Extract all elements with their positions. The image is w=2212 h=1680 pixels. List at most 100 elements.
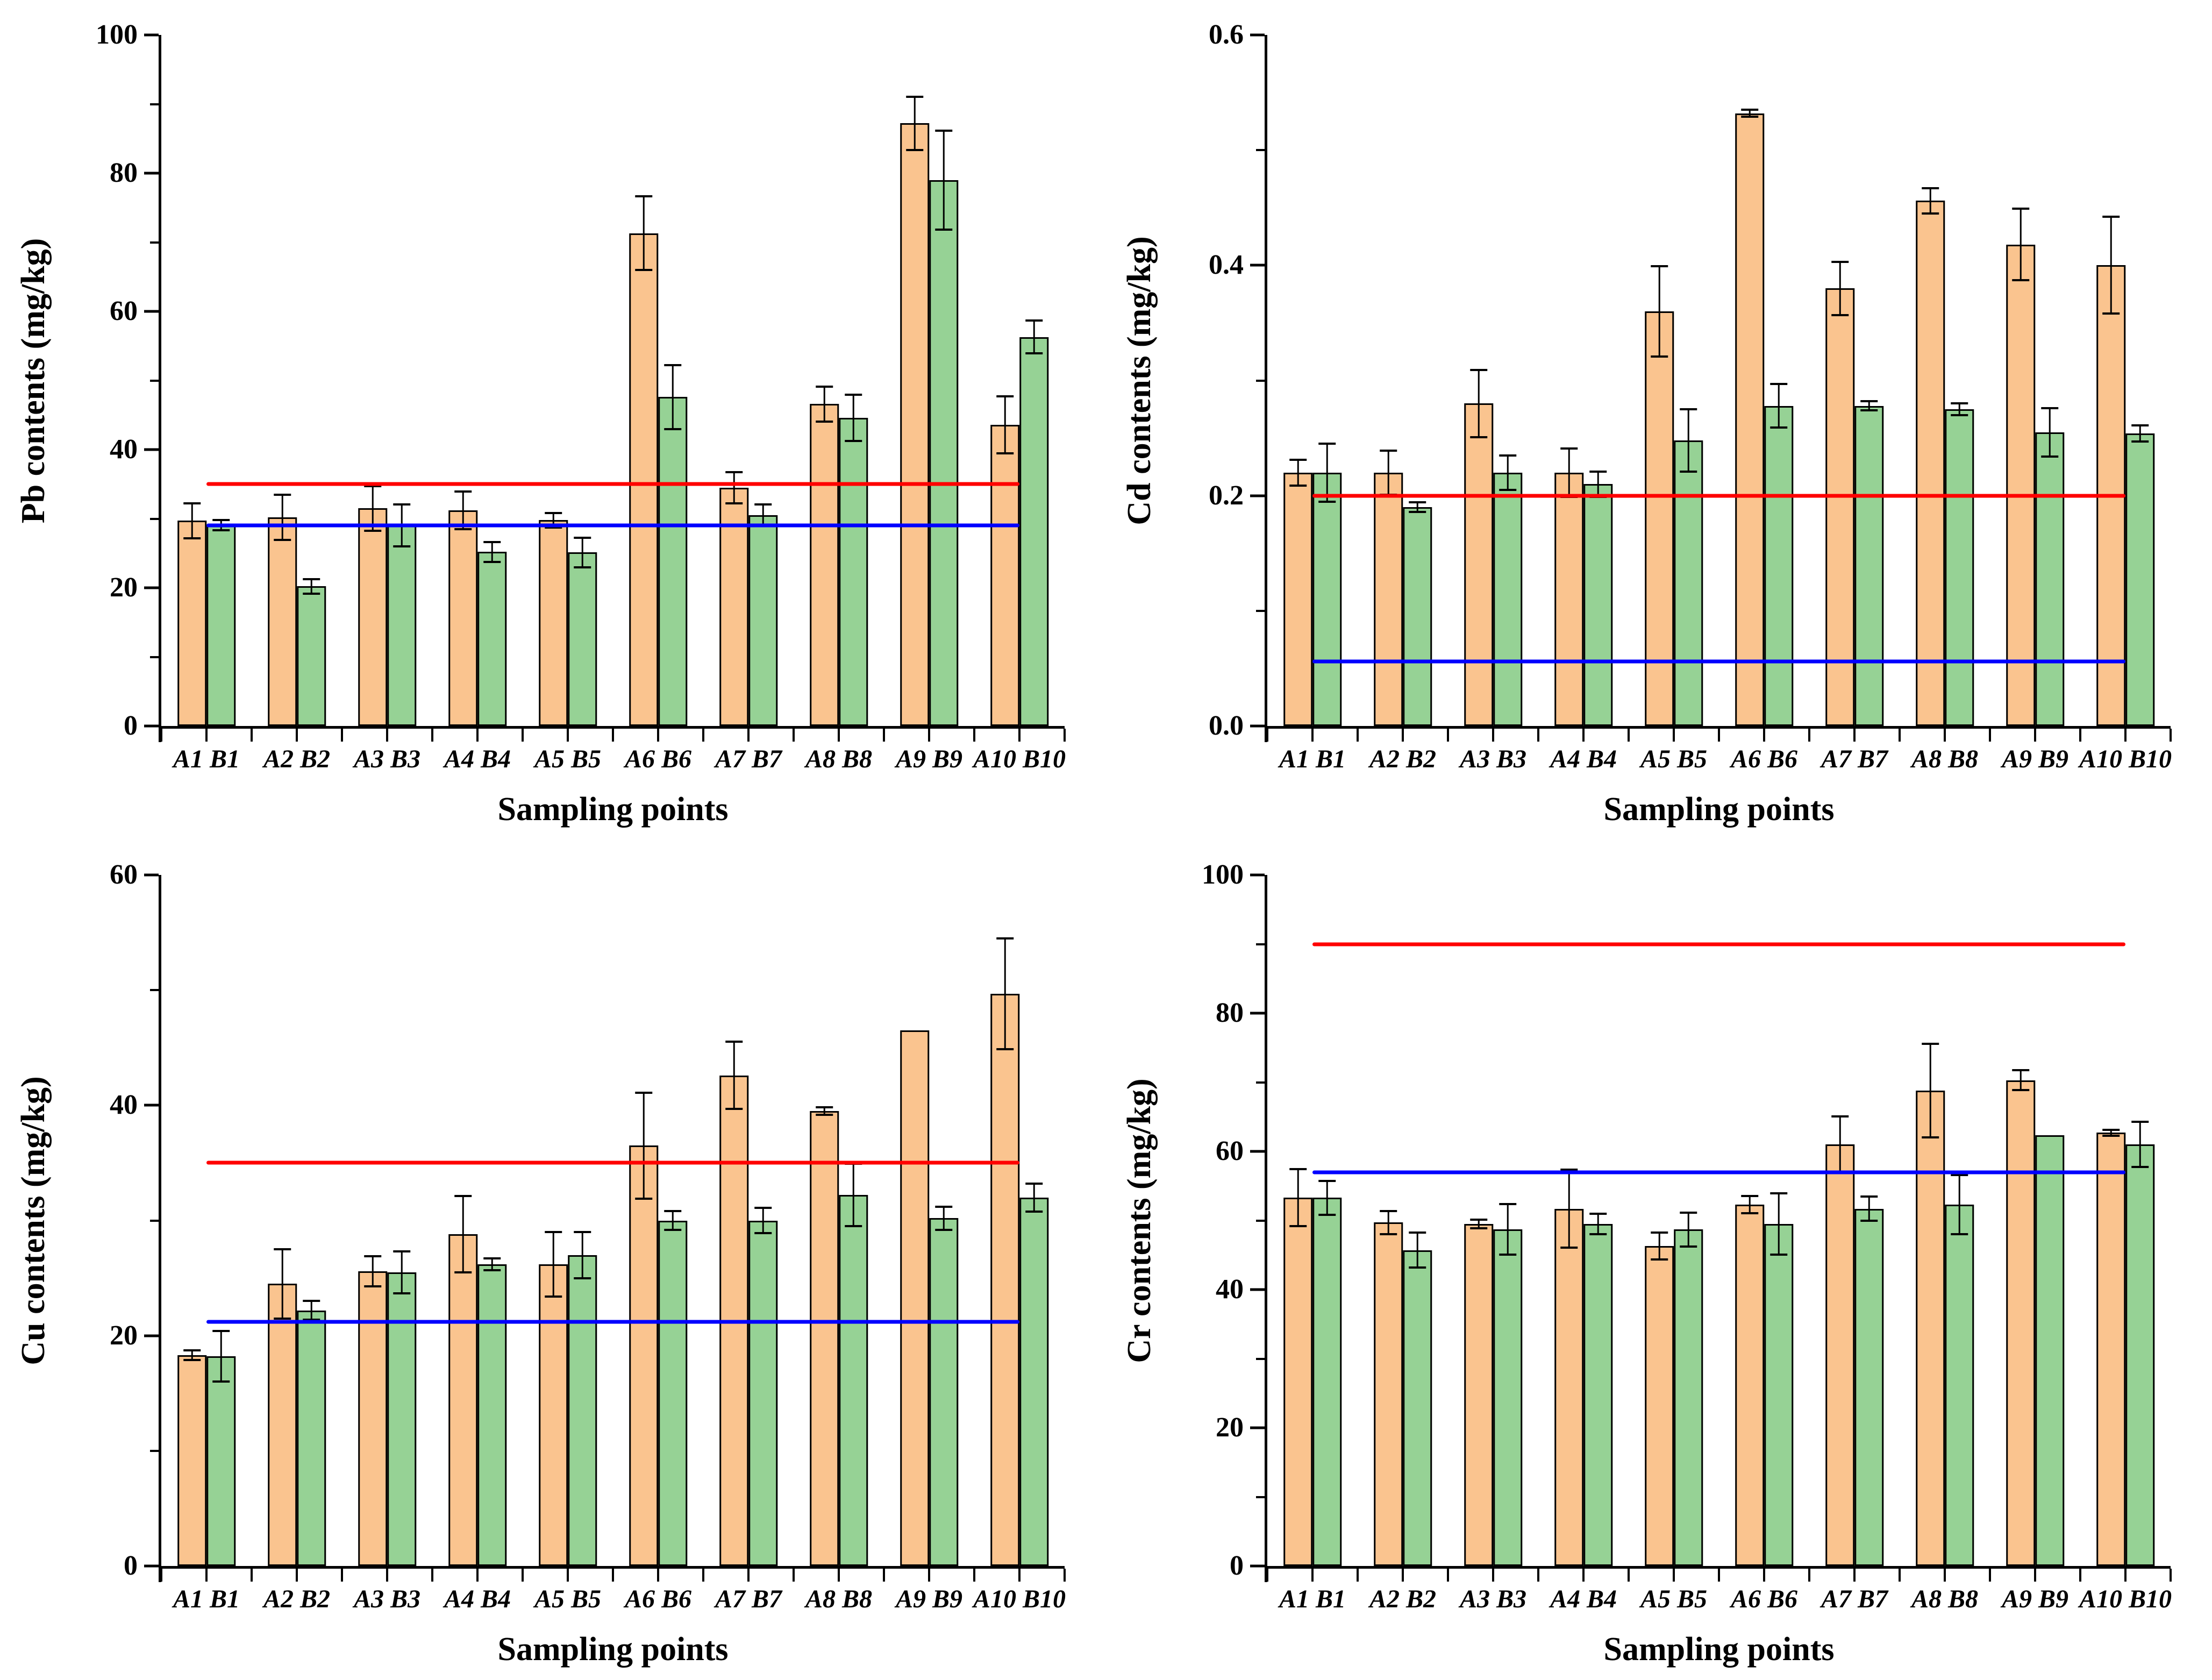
x-category-label: A10 B10 bbox=[2079, 745, 2172, 773]
error-bar-pb-A9 bbox=[905, 96, 924, 151]
bar-pb-B4 bbox=[477, 552, 506, 726]
y-minor-tick bbox=[150, 1449, 159, 1452]
error-bar-cr-B10 bbox=[2131, 1121, 2149, 1168]
x-tick bbox=[1266, 1569, 1268, 1582]
bar-cr-A5 bbox=[1645, 1246, 1674, 1566]
error-bar-bottom-cap bbox=[1921, 212, 1939, 215]
y-axis-line bbox=[159, 35, 161, 742]
x-tick bbox=[2124, 1569, 2127, 1582]
error-bar-line bbox=[762, 1206, 764, 1235]
x-category-label: A5 B5 bbox=[1640, 745, 1708, 773]
error-bar-cr-A8 bbox=[1921, 1043, 1939, 1138]
error-bar-top-cap bbox=[2131, 1121, 2149, 1123]
error-bar-bottom-cap bbox=[212, 1380, 230, 1383]
bar-cu-B1 bbox=[206, 1356, 236, 1566]
error-bar-line bbox=[1297, 1168, 1299, 1228]
bar-cu-A2 bbox=[268, 1284, 297, 1566]
y-axis-line bbox=[159, 875, 161, 1582]
x-tick bbox=[973, 729, 975, 742]
error-bar-top-cap bbox=[996, 395, 1014, 397]
error-bar-line bbox=[491, 1257, 493, 1271]
error-bar-top-cap bbox=[1831, 260, 1849, 263]
x-tick bbox=[1628, 1569, 1630, 1582]
error-bar-cu-A4 bbox=[454, 1195, 472, 1274]
x-tick bbox=[2170, 1569, 2172, 1582]
error-bar-bottom-cap bbox=[1650, 355, 1668, 358]
error-bar-bottom-cap bbox=[905, 148, 924, 151]
error-bar-pb-B5 bbox=[573, 536, 591, 569]
y-minor-tick bbox=[1256, 1357, 1265, 1360]
x-tick bbox=[1582, 1569, 1585, 1582]
error-bar-bottom-cap bbox=[934, 228, 952, 231]
error-bar-top-cap bbox=[393, 503, 410, 506]
error-bar-line bbox=[281, 1248, 283, 1320]
x-axis-line bbox=[159, 1566, 1065, 1569]
error-bar-bottom-cap bbox=[1025, 1210, 1043, 1213]
bar-cr-A10 bbox=[2096, 1133, 2125, 1566]
bar-cr-B9 bbox=[2035, 1135, 2064, 1566]
x-tick bbox=[2079, 729, 2081, 742]
error-bar-bottom-cap bbox=[844, 439, 862, 442]
error-bar-top-cap bbox=[2102, 1128, 2120, 1131]
error-bar-line bbox=[310, 578, 312, 595]
x-category-label: A3 B3 bbox=[1459, 745, 1527, 773]
x-tick bbox=[160, 1569, 162, 1582]
panel-cr: Cr contents (mg/kg) Sampling points 0 20 4… bbox=[1106, 840, 2212, 1680]
error-bar-top-cap bbox=[483, 1257, 501, 1260]
x-tick bbox=[1763, 1569, 1765, 1582]
y-major-tick bbox=[1250, 724, 1265, 728]
bar-group-A3-B3 bbox=[358, 35, 416, 726]
error-bar-top-cap bbox=[1408, 501, 1426, 504]
error-bar-cr-A9 bbox=[2011, 1069, 2030, 1092]
bar-cd-A4 bbox=[1554, 472, 1583, 726]
x-tick bbox=[928, 1569, 930, 1582]
bar-pb-A6 bbox=[629, 233, 658, 726]
bar-cr-A6 bbox=[1735, 1204, 1764, 1566]
y-tick-label: 40 bbox=[110, 434, 138, 465]
x-tick bbox=[1018, 729, 1021, 742]
y-major-tick bbox=[1250, 1150, 1265, 1153]
x-category-label: A10 B10 bbox=[973, 745, 1066, 773]
bar-cu-A1 bbox=[177, 1355, 206, 1566]
error-bar-bottom-cap bbox=[2102, 312, 2120, 315]
error-bar-line bbox=[943, 130, 945, 231]
bar-group-A8-B8 bbox=[1916, 875, 1974, 1566]
x-tick bbox=[160, 729, 162, 742]
x-category-label: A2 B2 bbox=[1369, 1585, 1437, 1613]
x-tick bbox=[612, 1569, 614, 1582]
error-bar-line bbox=[672, 1210, 674, 1231]
error-bar-cu-B4 bbox=[483, 1257, 501, 1271]
red-reference-line bbox=[1312, 494, 2125, 498]
bar-cd-B9 bbox=[2035, 432, 2064, 726]
error-bar-line bbox=[1687, 1211, 1689, 1248]
error-bar-line bbox=[672, 364, 674, 431]
error-bar-top-cap bbox=[302, 1300, 320, 1302]
y-major-tick bbox=[144, 1104, 159, 1107]
x-tick bbox=[522, 1569, 524, 1582]
error-bar-cd-B6 bbox=[1769, 382, 1787, 429]
x-category-label: A10 B10 bbox=[2079, 1585, 2172, 1613]
x-tick bbox=[1266, 729, 1268, 742]
error-bar-cd-B8 bbox=[1950, 402, 1968, 416]
error-bar-cr-B8 bbox=[1950, 1174, 1968, 1235]
error-bar-cu-B1 bbox=[212, 1329, 230, 1383]
error-bar-line bbox=[220, 1329, 222, 1383]
error-bar-bottom-cap bbox=[1469, 436, 1488, 438]
x-category-label: A5 B5 bbox=[534, 745, 602, 773]
bar-pb-B6 bbox=[658, 397, 687, 726]
error-bar-cd-B5 bbox=[1679, 408, 1697, 473]
error-bar-line bbox=[2049, 407, 2051, 458]
bar-cr-B1 bbox=[1312, 1198, 1342, 1566]
error-bar-bottom-cap bbox=[302, 592, 320, 595]
x-tick bbox=[838, 729, 840, 742]
bar-pb-A10 bbox=[990, 424, 1019, 726]
blue-reference-line bbox=[1312, 659, 2125, 664]
error-bar-top-cap bbox=[1921, 1043, 1939, 1045]
error-bar-top-cap bbox=[1469, 369, 1488, 372]
error-bar-bottom-cap bbox=[815, 1113, 833, 1116]
error-bar-top-cap bbox=[815, 385, 833, 388]
error-bar-line bbox=[1004, 937, 1006, 1050]
bar-cd-A1 bbox=[1283, 472, 1312, 726]
error-bar-line bbox=[1478, 1218, 1480, 1230]
